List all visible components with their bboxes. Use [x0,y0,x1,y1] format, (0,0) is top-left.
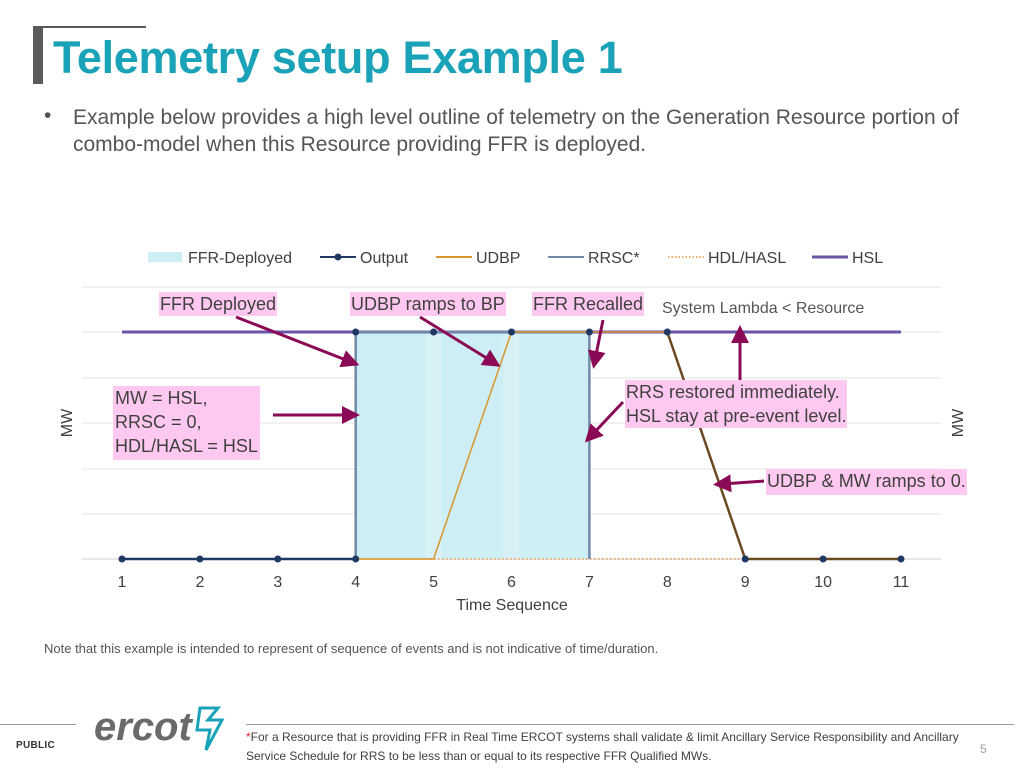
footer-star: * [246,730,251,744]
x-tick-label: 8 [663,574,672,591]
annotation-arrow [587,319,606,369]
annotation-arrow [235,315,360,368]
ercot-logo: ercot [94,705,225,751]
annotation-arrow [584,400,625,443]
legend-label: UDBP [476,250,520,267]
lightning-icon [195,706,225,751]
x-tick-label: 10 [814,574,832,591]
series-rrsc [354,330,591,559]
callout-mw-hsl-line1: MW = HSL, [115,388,208,408]
output-point [430,328,438,336]
x-tick-label: 5 [429,574,438,591]
bullet-text: Example below provides a high level outl… [73,106,960,156]
x-axis-label: Time Sequence [456,597,568,614]
legend-label: Output [360,250,409,267]
output-point [118,555,126,563]
callout-udbp-mw-ramps: UDBP & MW ramps to 0. [766,469,967,495]
legend-label: RRSC* [588,250,640,267]
output-point [352,555,360,563]
chart-series [118,328,905,563]
output-point [508,328,515,336]
callout-rrs-restored-line1: RRS restored immediately. [626,382,840,402]
callout-udbp-ramps: UDBP ramps to BP [350,292,506,316]
callout-rrs-restored: RRS restored immediately. HSL stay at pr… [625,380,848,428]
x-tick-label: 2 [195,574,204,591]
legend-swatch-ffr-deployed [148,252,182,262]
callout-rrs-restored-line2: HSL stay at pre-event level. [626,406,847,426]
ffr-deployed-band [425,332,442,559]
output-point [585,328,593,336]
callout-ffr-recalled: FFR Recalled [532,292,645,316]
slide-title: Telemetry setup Example 1 [53,32,623,83]
slide-note: Note that this example is intended to re… [44,641,659,656]
legend-marker [334,253,342,261]
annotation-arrow [713,474,765,493]
output-point [741,555,749,563]
x-tick-label: 11 [893,574,910,591]
public-label: PUBLIC [16,740,56,751]
callout-mw-hsl-line3: HDL/HASL = HSL [115,436,258,456]
legend-label: HSL [852,250,883,267]
output-point [819,555,827,563]
footer-rule-right [246,724,1014,725]
output-point [196,555,204,563]
series-output-segment [666,331,901,561]
title-accent-bar [33,26,43,84]
ercot-logo-text: ercot [94,705,193,749]
x-tick-label: 6 [507,574,516,591]
y-axis-label-left: MW [59,408,76,437]
output-point [663,328,671,336]
footer-note: *For a Resource that is providing FFR in… [246,728,986,766]
legend-label: HDL/HASL [708,250,786,267]
output-point [897,555,905,563]
footer-rule-left [0,724,76,725]
bullet-marker: • [44,104,52,127]
y-axis-label-right: MW [950,408,967,437]
legend-label: FFR-Deployed [188,250,292,267]
x-tick-label: 9 [741,574,750,591]
x-tick-label: 1 [118,574,127,591]
output-point [352,328,360,336]
x-tick-label: 4 [351,574,360,591]
annotation-arrow [419,315,501,367]
x-tick-label: 3 [273,574,282,591]
title-accent-line [43,26,146,28]
footer-note-text: For a Resource that is providing FFR in … [246,730,959,763]
output-point [274,555,282,563]
annotation-arrows [235,315,765,493]
telemetry-chart: FFR-Deployed Output UDBP RRSC* HDL/HASL HSL 1… [59,250,967,614]
page-number: 5 [980,742,987,756]
chart-legend: FFR-Deployed Output UDBP RRSC* HDL/HASL HSL [148,250,883,267]
annotation-system-lambda: System Lambda < Resource [662,300,865,317]
x-tick-label: 7 [585,574,594,591]
callout-mw-hsl: MW = HSL, RRSC = 0, HDL/HASL = HSL [113,386,260,460]
callout-mw-hsl-line2: RRSC = 0, [115,412,202,432]
ffr-deployed-band [503,332,520,559]
callout-ffr-deployed: FFR Deployed [159,292,278,316]
chart-axis: 1 2 3 4 5 6 7 8 9 10 11 Time Sequence MW MW [59,408,967,614]
